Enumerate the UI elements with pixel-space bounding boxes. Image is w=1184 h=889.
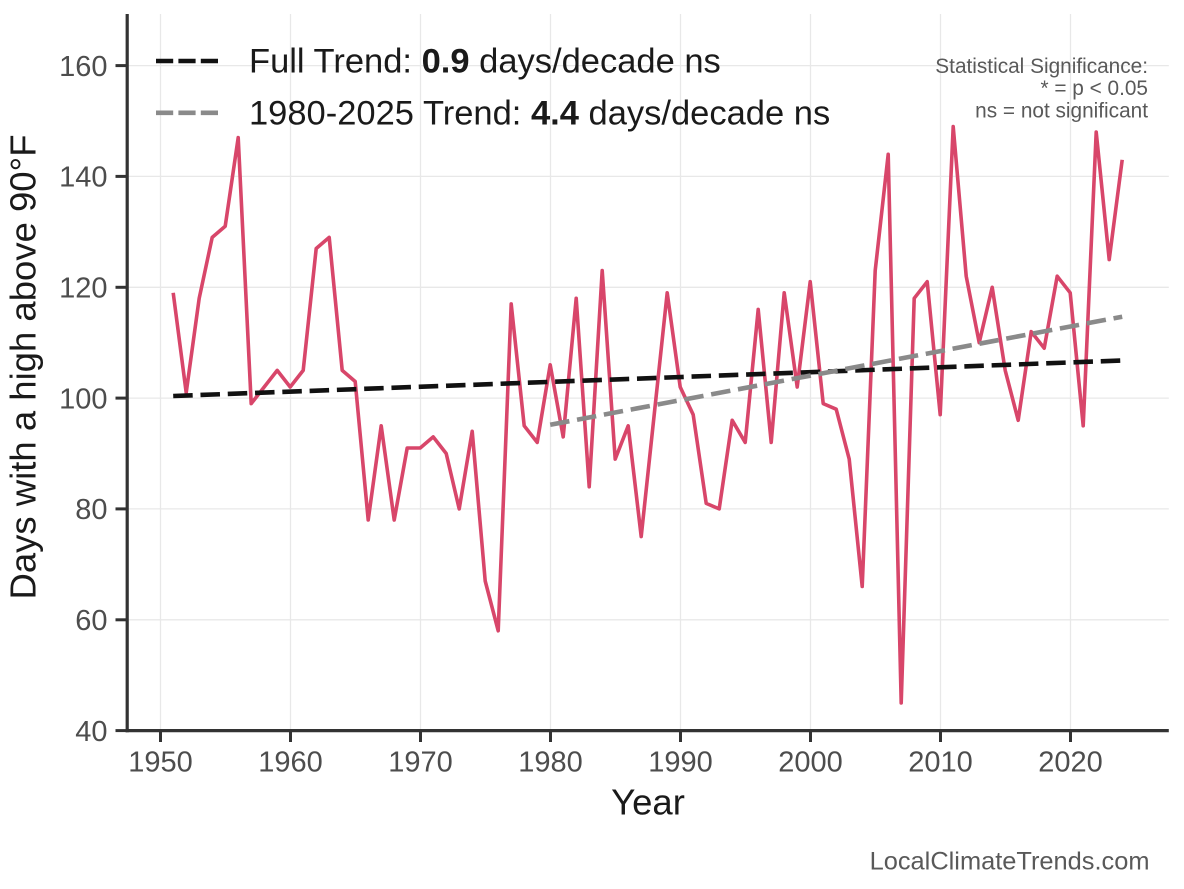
svg-text:2020: 2020 (1038, 747, 1103, 779)
svg-text:2010: 2010 (908, 747, 973, 779)
svg-text:2000: 2000 (778, 747, 843, 779)
svg-text:120: 120 (59, 273, 107, 305)
svg-text:LocalClimateTrends.com: LocalClimateTrends.com (870, 848, 1150, 876)
svg-text:1970: 1970 (388, 747, 453, 779)
svg-text:80: 80 (75, 494, 107, 526)
svg-text:1980-2025 Trend: 4.4 days/deca: 1980-2025 Trend: 4.4 days/decade ns (249, 95, 830, 133)
svg-text:160: 160 (59, 51, 107, 83)
svg-text:Year: Year (611, 782, 685, 823)
svg-text:1950: 1950 (128, 747, 193, 779)
svg-text:* = p < 0.05: * = p < 0.05 (1040, 77, 1148, 100)
svg-text:Statistical Significance:: Statistical Significance: (935, 55, 1148, 78)
svg-text:1990: 1990 (648, 747, 713, 779)
svg-text:100: 100 (59, 383, 107, 415)
svg-text:140: 140 (59, 162, 107, 194)
svg-text:1980: 1980 (518, 747, 583, 779)
svg-text:60: 60 (75, 605, 107, 637)
svg-text:Full Trend: 0.9 days/decade ns: Full Trend: 0.9 days/decade ns (249, 43, 721, 81)
svg-text:ns = not significant: ns = not significant (975, 99, 1148, 122)
svg-text:Days with a high above 90°F: Days with a high above 90°F (3, 134, 44, 599)
svg-text:40: 40 (75, 716, 107, 748)
svg-text:1960: 1960 (258, 747, 323, 779)
